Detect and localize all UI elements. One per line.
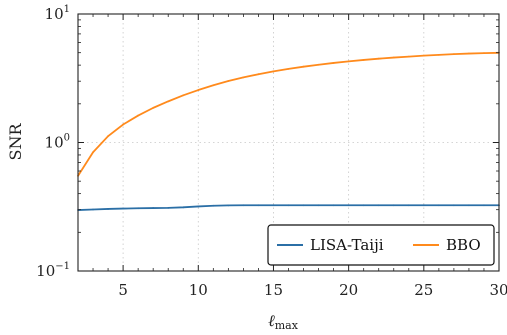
- data-point-lisa-taiji-3: [92, 208, 94, 211]
- data-point-lisa-taiji-21: [362, 204, 365, 207]
- data-point-lisa-taiji-11: [212, 204, 215, 207]
- data-point-lisa-taiji-18: [317, 204, 320, 207]
- data-point-bbo-14: [257, 73, 260, 76]
- data-point-lisa-taiji-6: [137, 207, 140, 210]
- data-point-lisa-taiji-23: [392, 204, 395, 207]
- data-point-lisa-taiji-24: [407, 204, 410, 207]
- x-tick-label-5: 5: [118, 281, 128, 299]
- data-point-bbo-15: [272, 70, 275, 73]
- x-tick-label-10: 10: [189, 281, 208, 299]
- data-point-lisa-taiji-9: [182, 206, 185, 209]
- data-point-bbo-6: [137, 114, 140, 117]
- data-point-lisa-taiji-22: [377, 204, 380, 207]
- data-point-bbo-9: [182, 94, 185, 97]
- data-point-bbo-22: [377, 57, 380, 60]
- data-point-lisa-taiji-5: [122, 207, 125, 210]
- data-point-bbo-4: [107, 135, 109, 138]
- legend-label-lisa-taiji: LISA-Taiji: [310, 236, 384, 254]
- y-tick-label-base-2: 10: [45, 5, 64, 23]
- data-point-bbo-27: [452, 53, 455, 56]
- series-lines: [77, 51, 500, 211]
- data-point-lisa-taiji-28: [468, 204, 470, 207]
- data-point-bbo-10: [197, 89, 200, 91]
- y-tick-label-1: 100: [45, 133, 70, 152]
- data-point-lisa-taiji-29: [483, 204, 485, 207]
- x-tick-label-25: 25: [414, 281, 433, 299]
- data-point-bbo-19: [332, 62, 335, 64]
- y-tick-label-2: 101: [45, 4, 70, 23]
- data-point-lisa-taiji-4: [107, 208, 109, 210]
- data-point-bbo-8: [167, 100, 170, 103]
- data-point-bbo-21: [362, 59, 365, 61]
- data-point-lisa-taiji-15: [272, 204, 275, 207]
- data-point-bbo-28: [468, 52, 470, 55]
- data-point-bbo-18: [317, 63, 320, 66]
- y-tick-label-base-0: 10: [36, 262, 55, 280]
- data-point-bbo-12: [227, 80, 230, 82]
- data-point-lisa-taiji-17: [302, 204, 305, 207]
- legend-label-bbo: BBO: [446, 236, 481, 254]
- data-point-lisa-taiji-16: [287, 204, 290, 207]
- data-point-bbo-3: [92, 151, 94, 154]
- data-point-bbo-24: [407, 55, 410, 58]
- x-tick-label-15: 15: [264, 281, 283, 299]
- y-axis-label: SNR: [6, 123, 25, 161]
- data-point-bbo-5: [122, 123, 125, 126]
- data-point-bbo-25: [422, 54, 425, 57]
- data-point-lisa-taiji-8: [167, 206, 170, 209]
- y-tick-label-exponent-2: 1: [64, 4, 70, 15]
- data-point-lisa-taiji-7: [152, 207, 155, 209]
- x-tick-label-20: 20: [339, 281, 358, 299]
- data-point-bbo-7: [152, 106, 155, 109]
- data-point-bbo-17: [302, 65, 305, 68]
- data-point-lisa-taiji-13: [242, 204, 245, 207]
- data-point-bbo-29: [483, 52, 485, 55]
- x-axis-label-main: ℓ: [268, 311, 275, 330]
- data-point-bbo-20: [347, 60, 350, 63]
- data-point-lisa-taiji-12: [227, 204, 230, 207]
- legend: LISA-Taiji BBO: [267, 224, 495, 266]
- data-point-bbo-13: [242, 76, 245, 79]
- legend-box: [267, 224, 495, 266]
- data-point-bbo-23: [392, 56, 395, 59]
- data-point-bbo-11: [212, 84, 215, 87]
- y-tick-label-0: 10−1: [36, 261, 70, 280]
- data-point-lisa-taiji-10: [197, 205, 200, 208]
- y-tick-label-base-1: 10: [45, 134, 64, 152]
- series-line-bbo: [77, 51, 500, 177]
- y-tick-label-exponent-1: 0: [64, 133, 70, 144]
- data-point-bbo-16: [287, 67, 290, 70]
- data-point-lisa-taiji-25: [422, 204, 425, 207]
- x-axis-label: ℓmax: [268, 311, 299, 332]
- data-point-bbo-26: [437, 53, 440, 56]
- x-tick-label-30: 30: [489, 281, 507, 299]
- data-point-lisa-taiji-19: [332, 204, 335, 207]
- y-tick-label-exponent-0: −1: [55, 261, 70, 272]
- data-point-lisa-taiji-27: [452, 204, 455, 207]
- x-axis-label-subscript: max: [275, 319, 299, 332]
- data-point-lisa-taiji-20: [347, 204, 350, 207]
- data-point-lisa-taiji-14: [257, 204, 260, 207]
- data-point-lisa-taiji-26: [437, 204, 440, 207]
